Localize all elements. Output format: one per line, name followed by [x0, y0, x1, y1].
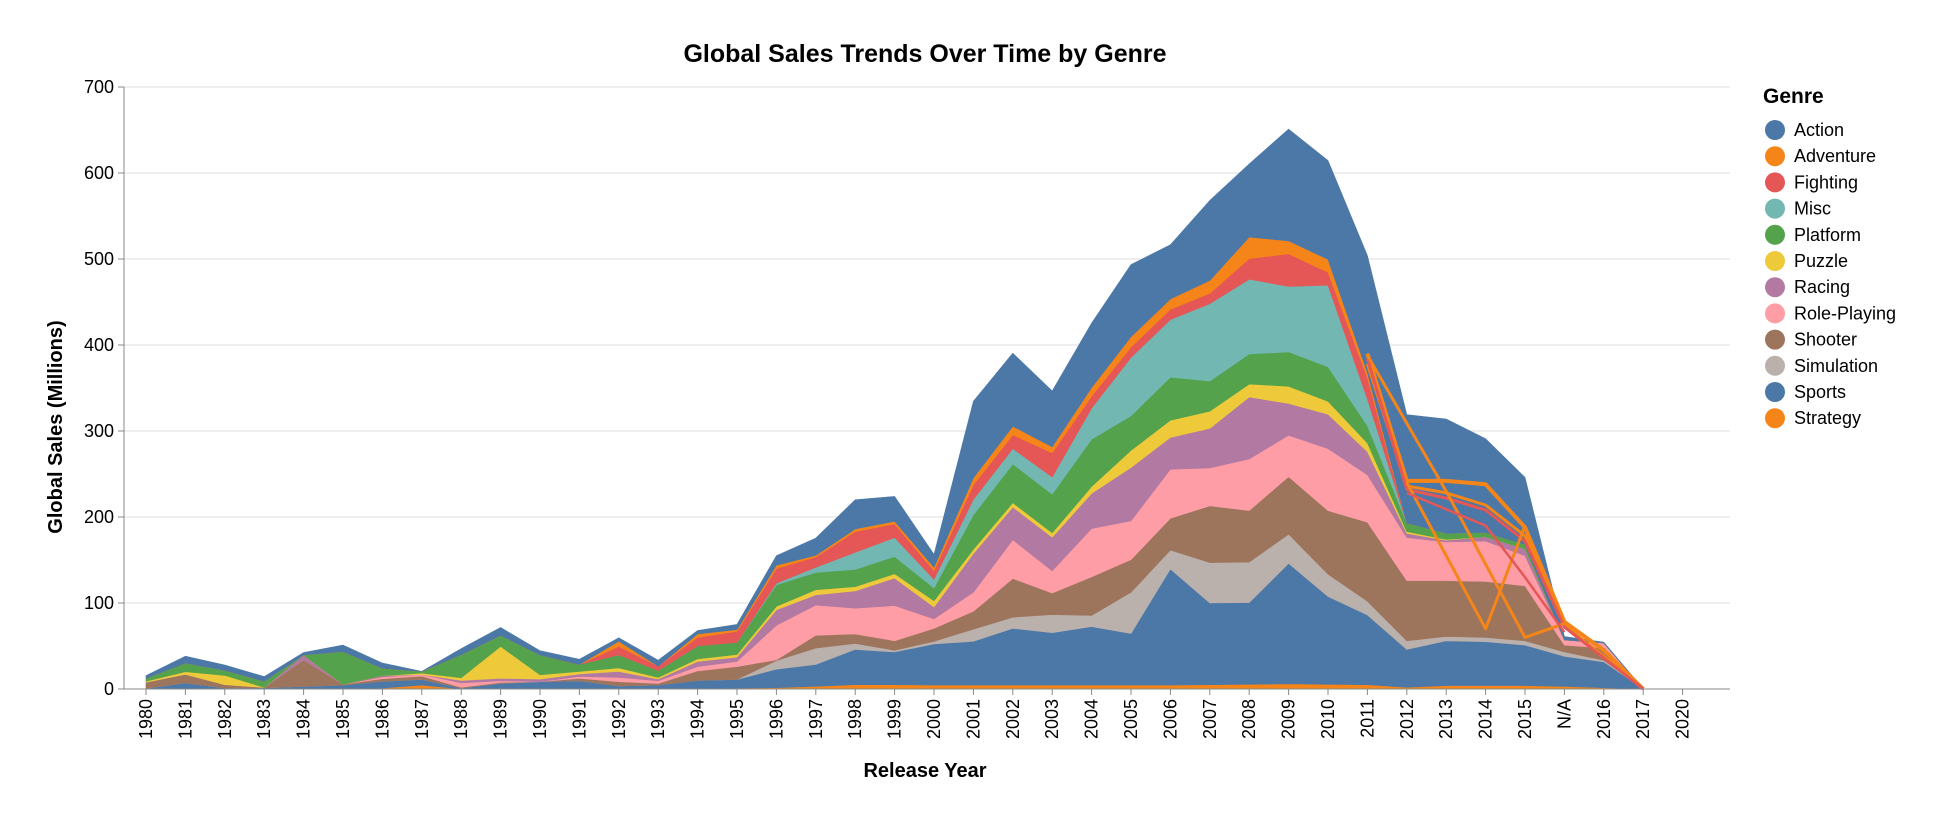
- legend-swatch-adventure: [1765, 146, 1785, 167]
- x-tick-label: N/A: [1554, 699, 1574, 729]
- area-series-group: [145, 128, 1683, 690]
- legend-swatch-strategy: [1765, 408, 1785, 429]
- legend-swatch-fighting: [1765, 172, 1785, 193]
- legend-label-shooter: Shooter: [1794, 330, 1857, 350]
- x-tick-label: 2003: [1042, 699, 1062, 739]
- legend-swatch-misc: [1765, 198, 1785, 219]
- x-tick-label: 1987: [412, 699, 432, 739]
- legend-label-role-playing: Role-Playing: [1794, 303, 1896, 323]
- x-tick-label: 2012: [1397, 699, 1417, 739]
- cross-outline-c: [1406, 491, 1566, 633]
- x-axis-title: Release Year: [863, 760, 986, 782]
- legend-label-puzzle: Puzzle: [1794, 251, 1848, 271]
- x-tick-label: 1994: [688, 699, 708, 739]
- legend-label-strategy: Strategy: [1794, 408, 1861, 428]
- legend-swatch-racing: [1765, 277, 1785, 298]
- x-tick-label: 2016: [1594, 699, 1614, 739]
- x-tick-label: 1990: [530, 699, 550, 739]
- x-tick-label: 2017: [1633, 699, 1653, 739]
- legend: Genre Action Adventure Fighting Misc Platfor…: [1763, 85, 1896, 429]
- legend-label-racing: Racing: [1794, 277, 1850, 297]
- x-tick-label: 1995: [727, 699, 747, 739]
- x-tick-label: 1981: [175, 699, 195, 739]
- axes: 0 100 200 300 400 500 600 700 1980 1981 1982 1983 19…: [84, 77, 1730, 739]
- legend-label-misc: Misc: [1794, 199, 1831, 219]
- y-tick-label: 600: [84, 163, 114, 183]
- legend-swatch-sports: [1765, 382, 1785, 402]
- y-tick-label: 700: [84, 77, 114, 97]
- legend-label-sports: Sports: [1794, 382, 1846, 402]
- x-tick-label: 1982: [215, 699, 235, 739]
- x-tick-label: 2005: [1121, 699, 1141, 739]
- x-tick-label: 2014: [1476, 699, 1496, 739]
- x-tick-label: 1980: [136, 699, 156, 739]
- legend-swatch-puzzle: [1765, 251, 1785, 271]
- x-tick-label: 2001: [963, 699, 983, 739]
- x-tick-label: 1991: [569, 699, 589, 739]
- x-tick-label: 1985: [333, 699, 353, 739]
- x-tick-label: 1997: [806, 699, 826, 739]
- legend-label-action: Action: [1794, 120, 1844, 140]
- x-tick-label: 2007: [1200, 699, 1220, 739]
- x-tick-label: 2009: [1279, 699, 1299, 739]
- x-tick-label: 1993: [648, 699, 668, 739]
- x-tick-label: 2008: [1239, 699, 1259, 739]
- legend-swatch-shooter: [1765, 329, 1785, 350]
- y-tick-label: 0: [104, 679, 114, 699]
- gridlines: [124, 86, 1730, 690]
- strategy-outline: [1365, 353, 1645, 691]
- legend-label-adventure: Adventure: [1794, 146, 1876, 166]
- x-tick-label: 1998: [845, 699, 865, 739]
- x-tick-label: 2004: [1082, 699, 1102, 739]
- fighting-outline: [1365, 358, 1645, 691]
- x-tick-label: 2020: [1673, 699, 1693, 739]
- y-tick-label: 400: [84, 335, 114, 355]
- x-tick-label: 1996: [766, 699, 786, 739]
- y-tick-label: 100: [84, 593, 114, 613]
- x-tick-label: 2006: [1160, 699, 1180, 739]
- legend-label-fighting: Fighting: [1794, 172, 1858, 192]
- x-tick-label: 2015: [1515, 699, 1535, 739]
- x-tick-label: 2011: [1357, 699, 1377, 738]
- cross-outline-a: [1366, 354, 1565, 639]
- legend-swatch-role-playing: [1765, 303, 1785, 324]
- x-tick-label: 1984: [294, 699, 314, 739]
- x-tick-label: 2010: [1318, 699, 1338, 739]
- x-tick-label: 1989: [491, 699, 511, 739]
- y-tick-label: 500: [84, 249, 114, 269]
- chart-title: Global Sales Trends Over Time by Genre: [683, 40, 1166, 68]
- x-tick-label: 1999: [885, 699, 905, 739]
- x-tick-label: 1988: [451, 699, 471, 739]
- legend-label-platform: Platform: [1794, 225, 1861, 245]
- x-tick-label: 2013: [1436, 699, 1456, 739]
- legend-swatch-platform: [1765, 224, 1785, 245]
- outline-series-group: [1365, 353, 1645, 691]
- x-tick-label: 1986: [372, 699, 392, 739]
- x-tick-label: 2000: [924, 699, 944, 739]
- x-tick-label: 2002: [1003, 699, 1023, 739]
- y-axis-title: Global Sales (Millions): [45, 320, 67, 533]
- legend-swatch-simulation: [1765, 355, 1785, 376]
- y-tick-label: 200: [84, 507, 114, 527]
- x-tick-label: 1992: [609, 699, 629, 739]
- legend-swatch-action: [1765, 120, 1785, 140]
- legend-label-simulation: Simulation: [1794, 356, 1878, 376]
- y-tick-label: 300: [84, 421, 114, 441]
- legend-title: Genre: [1763, 85, 1824, 108]
- x-tick-label: 1983: [254, 699, 274, 739]
